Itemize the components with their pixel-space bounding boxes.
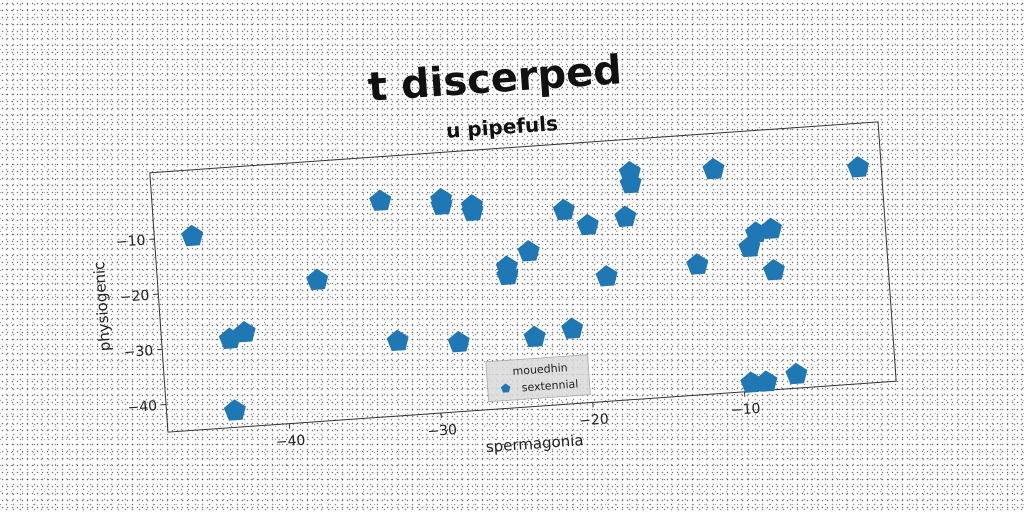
legend-entry-mouedhin: mouedhin xyxy=(512,361,568,378)
y-axis: −10 −20 −30 −40 xyxy=(116,233,167,416)
data-points xyxy=(181,156,870,421)
y-tick-label: −20 xyxy=(119,288,150,306)
legend-marker-pentagon xyxy=(500,383,511,393)
y-axis-label: physiogenic xyxy=(90,261,114,352)
y-tick-label: −40 xyxy=(127,398,158,416)
data-point xyxy=(561,317,584,339)
data-point xyxy=(430,193,453,215)
data-point xyxy=(369,189,392,211)
data-point xyxy=(233,320,256,343)
x-tick-label: −30 xyxy=(427,422,458,440)
data-point xyxy=(702,157,725,180)
data-point xyxy=(223,399,246,421)
data-point xyxy=(447,330,470,353)
x-axis-label: spermagonia xyxy=(485,431,584,456)
x-tick-label: −40 xyxy=(275,433,306,451)
data-point xyxy=(762,258,785,281)
x-tick-label: −10 xyxy=(730,401,761,419)
data-point xyxy=(523,325,546,348)
data-point xyxy=(496,263,519,286)
data-point xyxy=(614,205,637,227)
data-point xyxy=(552,198,575,221)
chart-subtitle: u pipefuls xyxy=(445,111,558,143)
data-point xyxy=(785,362,808,385)
chart-title: t discerped xyxy=(367,47,624,111)
legend: mouedhin sextennial xyxy=(485,354,591,403)
plot-area: −40 −30 −20 −10 −10 −20 −30 −40 spermagonia ph… xyxy=(90,121,897,456)
data-point xyxy=(386,329,409,352)
plot-frame xyxy=(149,121,897,433)
data-point xyxy=(517,240,540,262)
data-point xyxy=(461,199,484,222)
data-point xyxy=(847,156,870,178)
data-point xyxy=(759,217,782,240)
data-point xyxy=(595,265,618,287)
data-point xyxy=(686,253,709,275)
data-point xyxy=(576,213,599,236)
x-axis: −40 −30 −20 −10 xyxy=(275,391,761,451)
legend-box xyxy=(485,354,591,403)
data-point xyxy=(306,268,329,291)
data-point xyxy=(755,370,778,392)
y-tick-label: −10 xyxy=(116,233,147,251)
legend-entry-sextennial: sextennial xyxy=(521,377,578,394)
y-tick-label: −30 xyxy=(123,343,154,361)
x-tick-label: −20 xyxy=(579,411,610,429)
data-point xyxy=(619,171,642,194)
data-point xyxy=(181,224,204,247)
